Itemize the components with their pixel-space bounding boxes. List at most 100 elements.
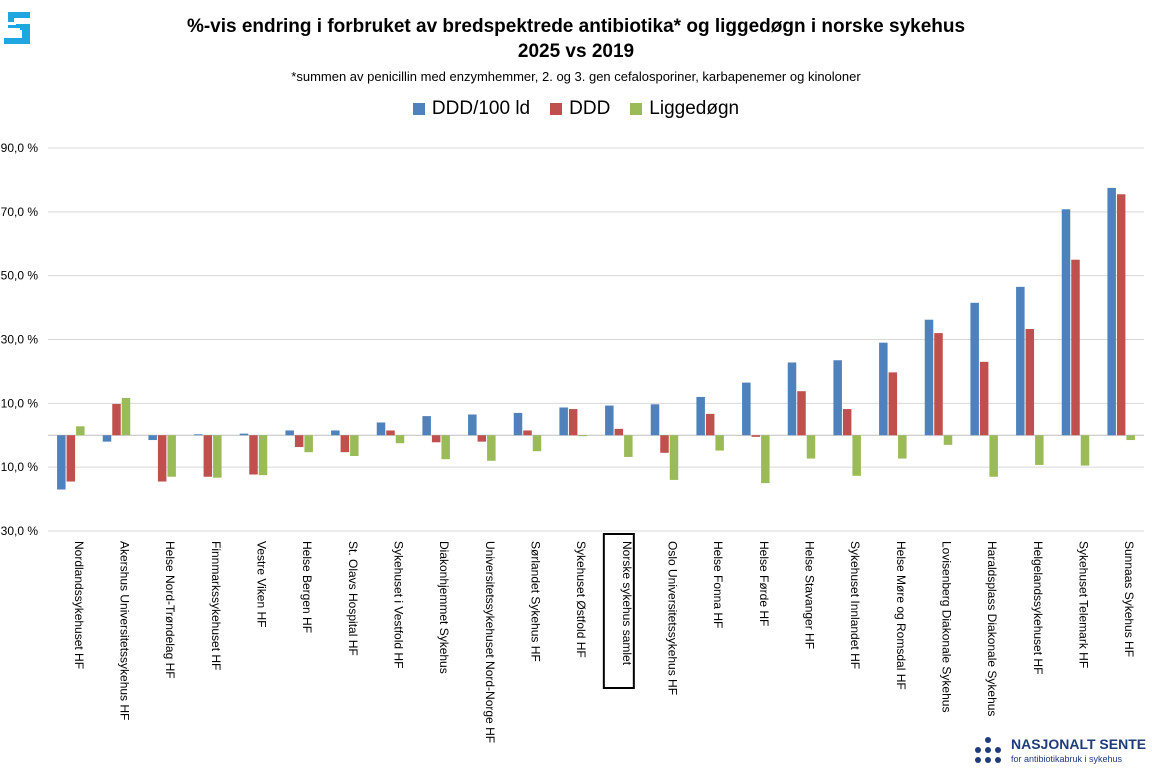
x-tick-label: Sykehuset Innlandet HF [848,541,862,669]
x-tick-label: Sykehuset i Vestfold HF [392,541,406,668]
bar-liggedogn [1126,435,1135,441]
y-tick-label: 70,0 % [1,205,39,219]
y-tick-label: 30,0 % [1,524,39,538]
bar-liggedogn [1035,435,1044,465]
bar-ddd [249,435,258,475]
bar-ddd-per-100 [422,416,431,436]
bar-ddd [386,430,395,436]
bar-liggedogn [76,426,85,436]
bar-ddd-per-100 [879,342,888,436]
bar-liggedogn [350,435,359,456]
bar-ddd [112,403,121,436]
bar-liggedogn [1080,435,1090,466]
bar-ddd-per-100 [57,435,66,490]
bar-ddd-per-100 [376,422,386,436]
x-tick-label: Sørlandet Sykehus HF [529,541,543,662]
bar-ddd [203,435,213,477]
bar-liggedogn [258,435,268,476]
x-tick-label: Norske sykehus samlet [620,541,634,666]
x-tick-label: Sykehuset Telemark HF [1077,541,1091,668]
legend-label-liggedogn: Liggedøgn [649,98,740,119]
bar-ddd-per-100 [468,414,477,436]
bar-ddd-per-100 [559,407,568,436]
y-tick-label: 10,0 % [1,396,39,410]
highlight-box [602,533,635,689]
x-tick-label: Universitetssykehuset Nord-Norge HF [483,541,497,743]
legend-item-liggedogn: Liggedøgn [630,98,739,120]
brand-logo-icon [2,12,30,44]
org-subtitle: for antibiotikabruk i sykehus [1011,754,1123,764]
bar-ddd-per-100 [331,430,340,436]
bar-ddd [705,413,715,436]
x-tick-label: Finnmarkssykehuset HF [209,541,223,670]
x-tick-label: Oslo Universitetssykehus HF [666,541,680,695]
bar-ddd-per-100 [924,319,934,436]
x-tick-label: Vestre Viken HF [255,541,269,627]
bar-ddd-per-100 [605,405,614,436]
x-tick-label: Haraldsplass Diakonale Sykehus [985,541,999,716]
x-tick-label: Sunnaas Sykehus HF [1122,541,1136,657]
bar-liggedogn [898,435,907,459]
x-tick-label: Helse Stavanger HF [803,541,817,649]
bar-ddd-per-100 [194,434,203,436]
bar-ddd-per-100 [742,382,751,436]
bar-ddd-per-100 [650,404,660,436]
bar-ddd [842,409,852,436]
bar-ddd [340,435,350,453]
y-tick-label: 90,0 % [1,141,39,155]
bar-liggedogn [395,435,405,444]
bar-liggedogn [121,397,131,436]
x-tick-label: Helse Møre og Romsdal HF [894,541,908,690]
x-tick-label: Helgelandssykehuset HF [1031,541,1045,674]
bar-liggedogn [441,435,450,460]
bar-ddd [157,435,167,482]
bar-liggedogn [715,435,724,451]
bar-ddd-per-100 [239,433,249,436]
bar-liggedogn [167,435,176,477]
bar-ddd [477,435,487,442]
legend-item-ddd-per-100: DDD/100 ld [412,98,530,120]
chart-subtitle: *summen av penicillin med enzymhemmer, 2… [291,69,861,84]
bar-ddd [1071,259,1080,436]
y-tick-label: 50,0 % [1,269,39,283]
bar-ddd-per-100 [696,396,705,436]
bar-ddd [979,361,989,436]
org-name: NASJONALT SENTE [1011,736,1147,752]
x-tick-label: Helse Nord-Trøndelag HF [163,541,177,679]
bar-liggedogn [852,435,861,476]
bar-ddd [431,435,441,443]
legend-swatch-ddd-per-100 [412,103,425,115]
org-logo-dots-icon [975,737,1001,763]
x-tick-label: Akershus Universitetssykehus HF [118,541,132,720]
bar-ddd-per-100 [285,430,294,436]
bar-liggedogn [761,435,770,484]
chart-title-year: 2025 vs 2019 [517,41,635,62]
bar-liggedogn [806,435,816,459]
bar-liggedogn [578,435,587,437]
legend: DDD/100 ld DDD Liggedøgn [0,98,1152,120]
bar-ddd-per-100 [833,360,842,436]
bar-ddd-per-100 [513,412,523,436]
bar-ddd-per-100 [1107,187,1116,436]
x-tick-label: Helse Førde HF [757,541,771,626]
bar-ddd [614,428,624,436]
bar-liggedogn [669,435,679,480]
bar-liggedogn [624,435,633,457]
bar-liggedogn [943,435,953,445]
bar-ddd [294,435,304,448]
bar-ddd-per-100 [1016,286,1025,436]
bar-ddd-per-100 [970,302,979,436]
bar-ddd [934,333,943,436]
bar-liggedogn [304,435,313,453]
bar-ddd [1116,194,1126,436]
bar-ddd-per-100 [787,362,797,436]
bar-ddd [1025,328,1035,436]
x-tick-label: Helse Fonna HF [711,541,725,628]
bar-ddd [888,372,898,436]
bar-ddd [523,430,532,436]
legend-item-ddd: DDD [550,98,610,120]
legend-swatch-liggedogn [630,103,643,115]
bar-liggedogn [213,435,222,478]
x-tick-label: Diakonhjemmet Sykehus [437,541,451,674]
